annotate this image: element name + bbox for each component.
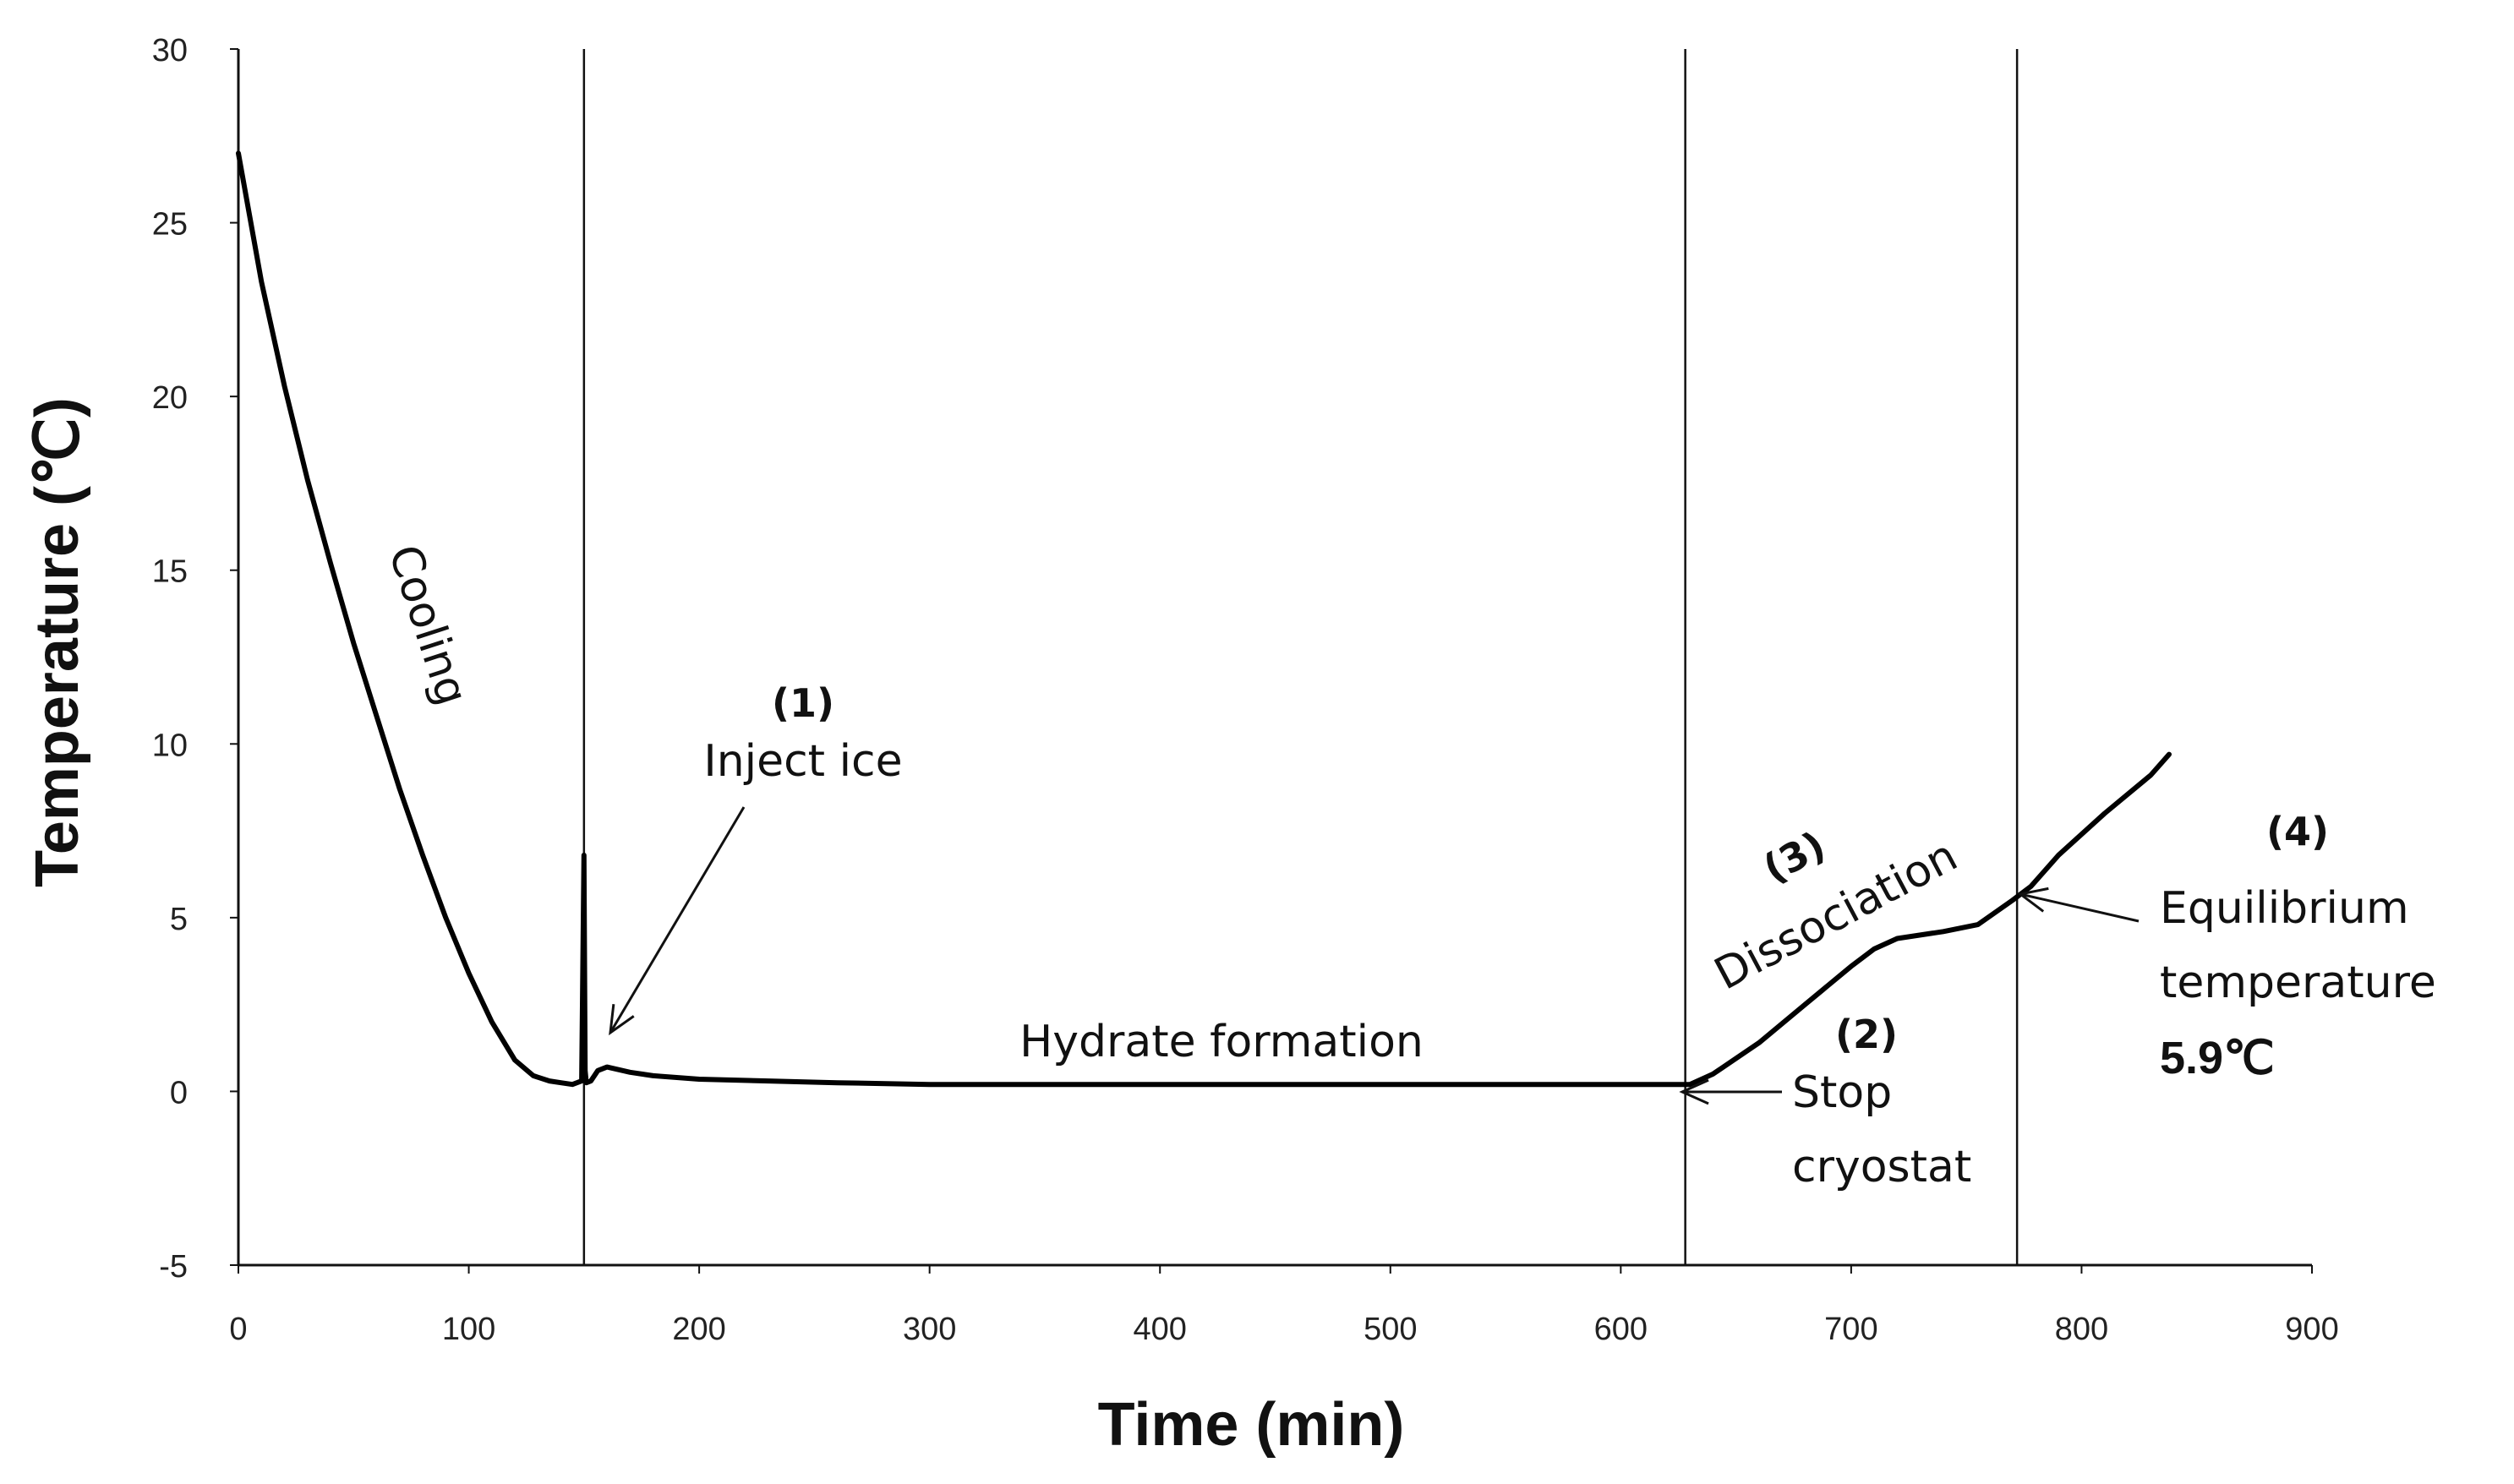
annotation-inject-ice: Inject ice [703, 736, 902, 787]
y-tick-label: 0 [170, 1075, 188, 1110]
annotation-dissociation: Dissociation [1707, 831, 1965, 1001]
y-tick-label: 5 [170, 902, 188, 937]
temperature-series-line [236, 150, 2172, 1088]
x-tick-label: 200 [672, 1312, 725, 1347]
annotation-dissociation-number: (3) [1756, 822, 1833, 892]
annotation-inject-number: (1) [772, 680, 834, 726]
annotation-cryostat: cryostat [1792, 1142, 1971, 1192]
annotation-stop: Stop [1792, 1067, 1892, 1118]
equilibrium-arrow-head [2017, 887, 2049, 913]
tick-labels: 0 100 200 300 400 500 600 700 800 900 -5 0 5 10 15 20 25… [152, 33, 2339, 1347]
annotation-equilibrium-value: 5.9℃ [2160, 1033, 2275, 1083]
y-tick-label: 10 [152, 728, 188, 763]
stop-cryostat-arrow-head [1679, 1078, 1709, 1105]
x-tick-label: 700 [1824, 1312, 1877, 1347]
data-series [236, 150, 2172, 1088]
x-axis-title: Time (min) [1098, 1391, 1405, 1459]
x-tick-label: 0 [229, 1312, 247, 1347]
y-tick-label: -5 [159, 1249, 188, 1285]
x-tick-label: 400 [1134, 1312, 1187, 1347]
annotation-temperature: temperature [2160, 958, 2436, 1008]
y-tick-label: 15 [152, 554, 188, 590]
x-tick-label: 100 [442, 1312, 495, 1347]
annotation-equilibrium: Equilibrium [2160, 883, 2409, 934]
annotation-stop-number: (2) [1835, 1012, 1898, 1057]
inject-ice-arrow [609, 806, 746, 1034]
y-tick-label: 25 [152, 207, 188, 243]
y-tick-label: 20 [152, 380, 188, 416]
x-tick-label: 600 [1594, 1312, 1648, 1347]
annotation-equilibrium-number: (4) [2266, 809, 2329, 854]
y-tick-label: 30 [152, 33, 188, 68]
annotation-arrows [609, 806, 2140, 1105]
x-tick-label: 300 [903, 1312, 956, 1347]
x-tick-label: 800 [2055, 1312, 2108, 1347]
annotation-hydrate-formation: Hydrate formation [1019, 1017, 1424, 1067]
x-tick-label: 500 [1364, 1312, 1417, 1347]
y-axis-title: Temperature (℃) [24, 397, 91, 887]
inject-ice-arrow-head [609, 1004, 635, 1036]
equilibrium-arrow [2019, 892, 2140, 923]
x-tick-label: 900 [2285, 1312, 2338, 1347]
annotation-cooling: Cooling [379, 539, 478, 712]
